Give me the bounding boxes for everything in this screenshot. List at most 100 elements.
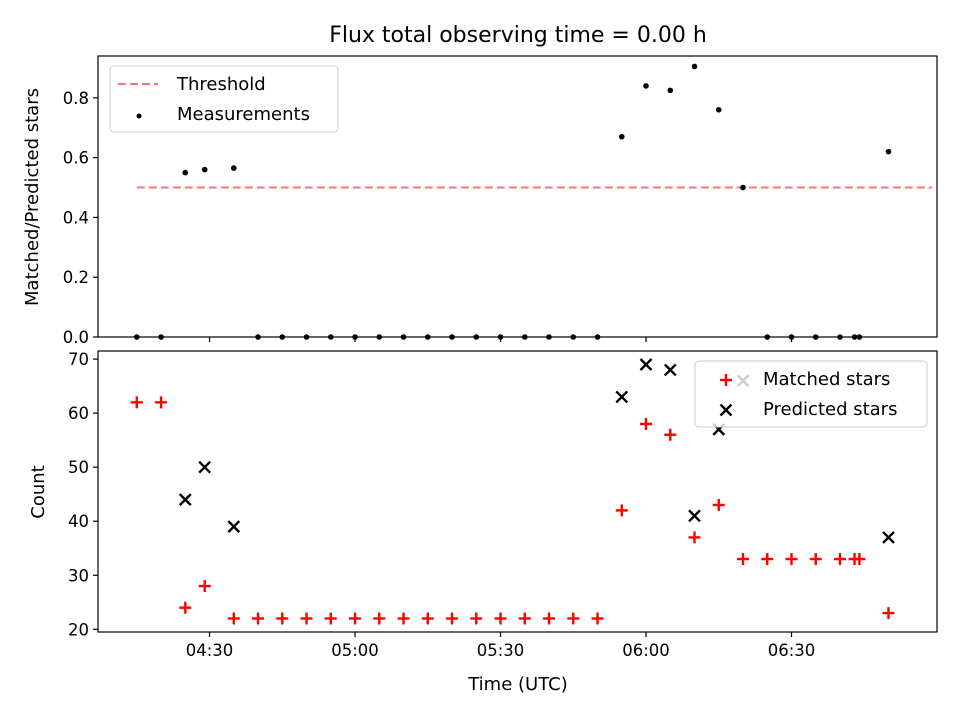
matched-star-point — [882, 607, 895, 620]
legend-threshold-label: Threshold — [176, 74, 266, 95]
measurement-point — [837, 334, 843, 340]
matched-star-point — [494, 612, 507, 625]
measurement-point — [400, 334, 407, 340]
matched-star-point — [543, 612, 556, 625]
bottom-legend: Matched stars Predicted stars — [694, 360, 928, 428]
bottom-y-tick-label: 50 — [68, 458, 89, 477]
matched-star-point — [300, 612, 313, 625]
measurement-point — [449, 334, 455, 340]
bottom-y-axis: 20 30 40 50 60 70 — [68, 350, 98, 639]
legend-plus-marker — [720, 374, 732, 386]
top-y-tick-label: 0.4 — [63, 208, 89, 227]
predicted-star-point — [615, 390, 629, 404]
measurement-point — [812, 334, 819, 340]
predicted-star-point — [227, 520, 241, 533]
matched-star-point — [737, 553, 750, 566]
measurement-point — [594, 334, 601, 340]
matched-star-point — [834, 553, 847, 566]
matched-star-point — [324, 612, 337, 625]
matched-star-point — [155, 396, 168, 409]
measurement-point — [618, 133, 625, 140]
bottom-plot-frame — [97, 350, 938, 633]
measurement-point — [851, 334, 858, 340]
matched-star-point — [761, 553, 774, 566]
predicted-star-point — [882, 531, 895, 544]
measurement-point — [230, 165, 237, 171]
top-plot-frame — [97, 55, 938, 338]
x-tick-label: 05:00 — [331, 641, 379, 660]
measurement-point — [856, 334, 863, 340]
measurement-point — [255, 334, 261, 340]
bottom-y-tick-label: 40 — [68, 512, 89, 531]
measurement-point — [182, 169, 189, 176]
matched-star-point — [664, 428, 677, 441]
measurement-point — [546, 334, 552, 340]
matched-star-point — [198, 580, 211, 593]
measurement-point — [158, 334, 164, 340]
top-y-axis: 0.0 0.2 0.4 0.6 0.8 — [63, 89, 98, 347]
legend-predicted-swatch — [719, 403, 733, 417]
measurement-point — [424, 334, 431, 340]
bottom-x-axis: 04:30 05:00 05:30 06:00 06:30 — [186, 632, 816, 660]
measurement-point — [643, 83, 649, 89]
measurement-point — [885, 148, 892, 155]
measurements-series — [133, 63, 892, 340]
matched-star-point — [809, 553, 822, 566]
predicted-star-point — [178, 493, 192, 506]
bottom-y-axis-label: Count — [28, 465, 49, 518]
top-y-tick-label: 0.0 — [63, 328, 89, 347]
bottom-y-tick-label: 30 — [68, 566, 89, 585]
measurement-point — [303, 334, 310, 340]
predicted-star-point — [639, 358, 653, 371]
measurement-point — [570, 334, 577, 340]
top-legend: Threshold Measurements — [109, 65, 339, 133]
legend-matched-label: Matched stars — [763, 369, 890, 390]
measurement-point — [667, 87, 674, 94]
measurement-point — [201, 166, 208, 173]
matched-star-point — [130, 396, 143, 409]
matched-star-point — [853, 553, 866, 566]
measurement-point — [473, 334, 480, 340]
top-y-tick-label: 0.6 — [63, 149, 89, 168]
x-tick-label: 05:30 — [477, 641, 525, 660]
matched-star-point — [615, 504, 628, 517]
x-axis-label: Time (UTC) — [467, 674, 568, 695]
x-tick-label: 06:30 — [768, 641, 816, 660]
matched-star-point — [397, 612, 410, 625]
measurement-point — [352, 334, 358, 340]
legend-measurements-swatch — [136, 113, 142, 119]
top-y-tick-label: 0.2 — [63, 268, 89, 287]
x-tick-label: 06:00 — [622, 641, 670, 660]
bottom-legend-box — [694, 360, 928, 428]
measurement-point — [133, 334, 140, 340]
predicted-star-point — [663, 363, 677, 377]
matched-star-point — [591, 612, 604, 625]
legend-matched-swatch — [720, 374, 732, 386]
measurement-point — [764, 334, 771, 340]
matched-star-point — [446, 612, 459, 625]
measurement-point — [691, 63, 698, 70]
matched-star-point — [421, 612, 434, 625]
legend-measurements-label: Measurements — [177, 104, 310, 125]
bottom-y-tick-label: 70 — [68, 350, 89, 369]
matched-star-point — [518, 612, 531, 625]
measurement-point — [740, 184, 746, 191]
legend-predicted-label: Predicted stars — [763, 399, 897, 420]
matched-star-point — [227, 612, 240, 625]
bottom-y-tick-label: 60 — [68, 404, 89, 423]
matched-star-point — [688, 531, 701, 544]
bottom-y-tick-label: 20 — [68, 620, 89, 639]
matched-star-point — [640, 417, 653, 430]
matched-stars-series — [130, 396, 895, 625]
top-legend-box — [109, 65, 339, 133]
measurement-point — [788, 334, 795, 340]
matched-star-point — [712, 499, 725, 512]
chart-title: Flux total observing time = 0.00 h — [329, 23, 707, 48]
legend-x-marker — [719, 403, 733, 417]
matched-star-point — [179, 601, 192, 614]
matched-star-point — [252, 612, 265, 625]
matched-star-point — [373, 612, 386, 625]
measurement-point — [327, 334, 334, 340]
measurement-point — [521, 334, 528, 340]
